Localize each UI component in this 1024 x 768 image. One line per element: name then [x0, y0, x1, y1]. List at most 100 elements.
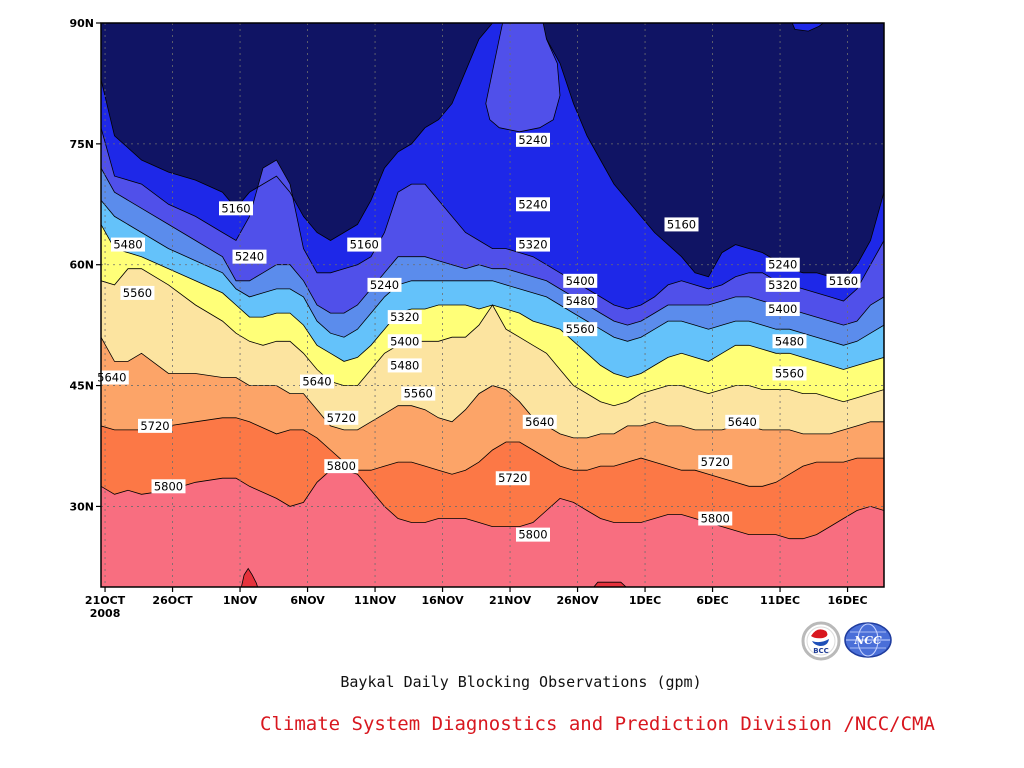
x-tick-label: 1DEC [629, 594, 661, 607]
contour-label-bg [347, 237, 382, 252]
contour-label-bg [219, 201, 253, 216]
contour-label-bg [151, 479, 186, 494]
contour-label-bg [522, 414, 557, 429]
contour-label-bg [387, 334, 422, 349]
contour-label-bg [387, 358, 422, 373]
contour-line-5480 [101, 224, 884, 378]
contour-label-bg [324, 459, 359, 474]
contour-line-5240 [101, 127, 884, 310]
contour-label: 5400 [390, 334, 419, 348]
contour-label: 5240 [370, 278, 399, 292]
contour-label: 5640 [302, 375, 331, 389]
contour-line-5640 [101, 337, 884, 439]
contour-label: 5240 [518, 197, 547, 211]
credit-line: Climate System Diagnostics and Predictio… [260, 713, 935, 735]
x-tick-label: 21OCT [85, 594, 126, 607]
x-tick-label: 16DEC [828, 594, 868, 607]
contour-line-5800 [101, 469, 884, 540]
contour-label: 5640 [525, 415, 554, 429]
contour-label: 5800 [518, 528, 547, 542]
chart-caption: Baykal Daily Blocking Observations (gpm) [340, 673, 702, 691]
contour-label: 5720 [140, 419, 169, 433]
y-tick-label: 90N [69, 17, 94, 30]
contour-label-bg [826, 273, 861, 288]
contour-label-bg [563, 293, 598, 308]
x-tick-label: 6NOV [290, 594, 325, 607]
contour-label: 5800 [701, 512, 730, 526]
contour-label-bg [698, 511, 733, 526]
contour-label: 5400 [566, 274, 595, 288]
x-tick-sublabel: 2008 [90, 607, 121, 620]
contour-label: 5320 [390, 310, 419, 324]
contour-label: 5160 [829, 274, 858, 288]
contour-label-bg [495, 471, 530, 486]
contour-label: 5240 [768, 258, 797, 272]
contour-label-bg [516, 197, 550, 212]
x-tick-label: 26OCT [152, 594, 193, 607]
x-tick-label: 21NOV [489, 594, 532, 607]
ncc-logo-text: NCC [853, 634, 882, 647]
ncc-logo: NCC [844, 622, 892, 658]
x-tick-label: 11DEC [760, 594, 800, 607]
bcc-logo: BCC [801, 621, 841, 661]
contour-label: 5560 [775, 366, 804, 380]
y-tick-label: 30N [69, 500, 94, 513]
contour-label-bg [772, 334, 807, 349]
contour-label: 5800 [327, 459, 356, 473]
contour-label: 5320 [518, 238, 547, 252]
contour-label-bg [698, 455, 733, 470]
contour-label-bg [138, 418, 172, 433]
contour-label: 5800 [154, 479, 183, 493]
bcc-logo-swirl-blue [812, 639, 829, 646]
contour-label-bg [232, 249, 267, 264]
contour-label-bg [765, 277, 800, 292]
contour-label: 5480 [775, 334, 804, 348]
contour-label: 5160 [221, 201, 250, 215]
x-tick-label: 6DEC [696, 594, 728, 607]
contour-label-bg [367, 277, 402, 292]
contour-label-bg [516, 237, 550, 252]
contour-label: 5320 [768, 278, 797, 292]
contour-patch-5880 [593, 581, 627, 587]
contour-label: 5720 [498, 471, 527, 485]
contour-label-bg [516, 527, 550, 542]
plot-frame [100, 22, 885, 588]
contour-label: 5480 [390, 358, 419, 372]
contour-label: 5560 [123, 286, 152, 300]
contour-fill-5800 [101, 470, 884, 587]
grid-lines [101, 23, 884, 587]
contour-label: 5720 [327, 411, 356, 425]
contour-label-bg [111, 237, 145, 252]
x-tick-label: 26NOV [557, 594, 600, 607]
contour-label-bg [772, 366, 807, 381]
contour-label-bg [300, 374, 334, 389]
y-tick-label: 75N [69, 138, 94, 151]
y-axis: 30N 45N 60N 75N 90N [69, 17, 101, 513]
contour-label: 5560 [566, 322, 595, 336]
x-tick-label: 1NOV [223, 594, 258, 607]
contour-label: 5160 [667, 217, 696, 231]
contour-label: 5240 [518, 133, 547, 147]
contour-lines [101, 23, 884, 587]
y-tick-label: 45N [69, 380, 94, 393]
contour-label-bg [563, 322, 598, 337]
contour-fills [101, 23, 884, 587]
bcc-logo-text: BCC [813, 647, 829, 655]
bcc-logo-swirl-red [811, 629, 828, 639]
contour-patch-5240 [485, 23, 561, 133]
contour-label: 5720 [701, 455, 730, 469]
contour-line-5720 [101, 417, 884, 487]
contour-label: 5640 [97, 371, 126, 385]
contour-line-5400 [101, 200, 884, 346]
contour-label: 5160 [350, 238, 379, 252]
contour-label: 5400 [768, 302, 797, 316]
contour-label-bg [765, 257, 800, 272]
contour-label: 5480 [566, 294, 595, 308]
contour-label-bg [401, 386, 436, 401]
contour-patch-5880 [240, 567, 259, 587]
contour-label-bg [94, 370, 129, 385]
contour-label-bg [765, 302, 800, 317]
contour-label-bg [387, 310, 422, 325]
